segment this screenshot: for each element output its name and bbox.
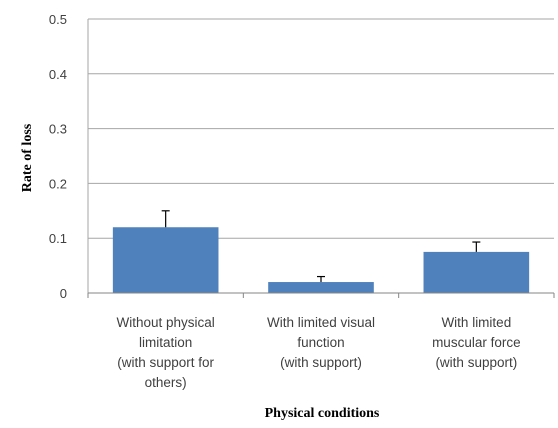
x-category-label: With limited visual function (with support… [267,315,375,370]
y-tick-labels: 0 0.1 0.2 0.3 0.4 0.5 [49,12,67,301]
x-axis-title: Physical conditions [265,406,380,421]
bars [112,227,530,293]
x-category-label: With limited muscular force (with support) [432,315,521,370]
y-tick-label: 0.1 [49,231,67,246]
y-axis-title: Rate of loss [20,123,35,192]
y-tick-label: 0.4 [49,67,67,82]
bar [268,282,374,293]
error-bars [161,210,481,283]
gridlines [87,18,554,293]
y-tick-label: 0.3 [49,122,67,137]
category-labels: Without physical limitation (with support … [117,315,521,390]
y-tick-label: 0 [60,286,67,301]
x-axis [87,292,555,298]
bar [423,251,530,293]
bar [112,227,219,293]
y-tick-label: 0.2 [49,176,67,191]
x-category-label: Without physical limitation (with support … [117,315,215,390]
y-tick-label: 0.5 [49,12,67,27]
